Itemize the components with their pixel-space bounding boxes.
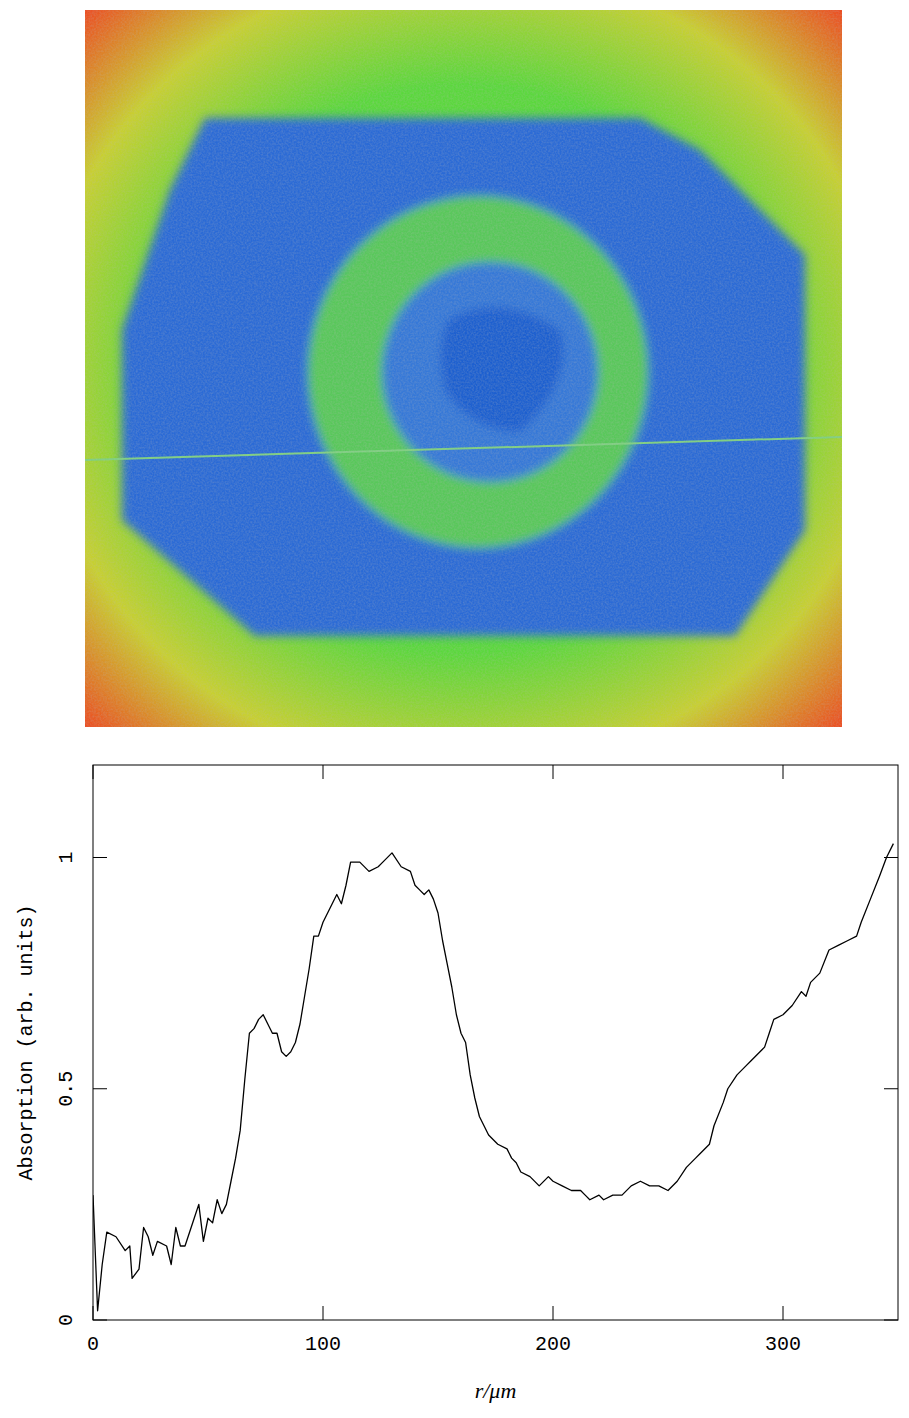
x-axis-title: r/μm [475, 1378, 517, 1403]
x-tick-label: 100 [305, 1333, 341, 1356]
x-tick-label: 0 [87, 1333, 99, 1356]
x-tick-top [783, 765, 784, 779]
y-axis-title: Absorption (arb. units) [15, 904, 38, 1180]
y-tick [93, 857, 107, 858]
absorption-image [85, 10, 842, 727]
x-tick [93, 1306, 94, 1320]
y-tick-right [884, 1320, 898, 1321]
x-tick-top [323, 765, 324, 779]
y-tick [93, 1088, 107, 1089]
absorption-line [93, 844, 893, 1311]
plot-area [93, 844, 893, 1311]
y-tick [93, 1320, 107, 1321]
figure: 0 100 200 300 0 0.5 1 r/μm Absorption (arb. unit… [0, 0, 909, 1418]
y-tick-right [884, 1088, 898, 1089]
y-tick-label: 0 [55, 1314, 78, 1326]
x-tick [783, 1306, 784, 1320]
x-tick-label: 200 [535, 1333, 571, 1356]
x-tick [553, 1306, 554, 1320]
plot-frame [93, 765, 898, 1320]
x-tick-top [93, 765, 94, 779]
x-tick-label: 300 [765, 1333, 801, 1356]
image-noise [85, 10, 842, 727]
x-tick-top [553, 765, 554, 779]
y-tick-label: 1 [55, 851, 78, 863]
x-tick [323, 1306, 324, 1320]
y-tick-label: 0.5 [55, 1071, 78, 1107]
image-background [85, 10, 842, 727]
